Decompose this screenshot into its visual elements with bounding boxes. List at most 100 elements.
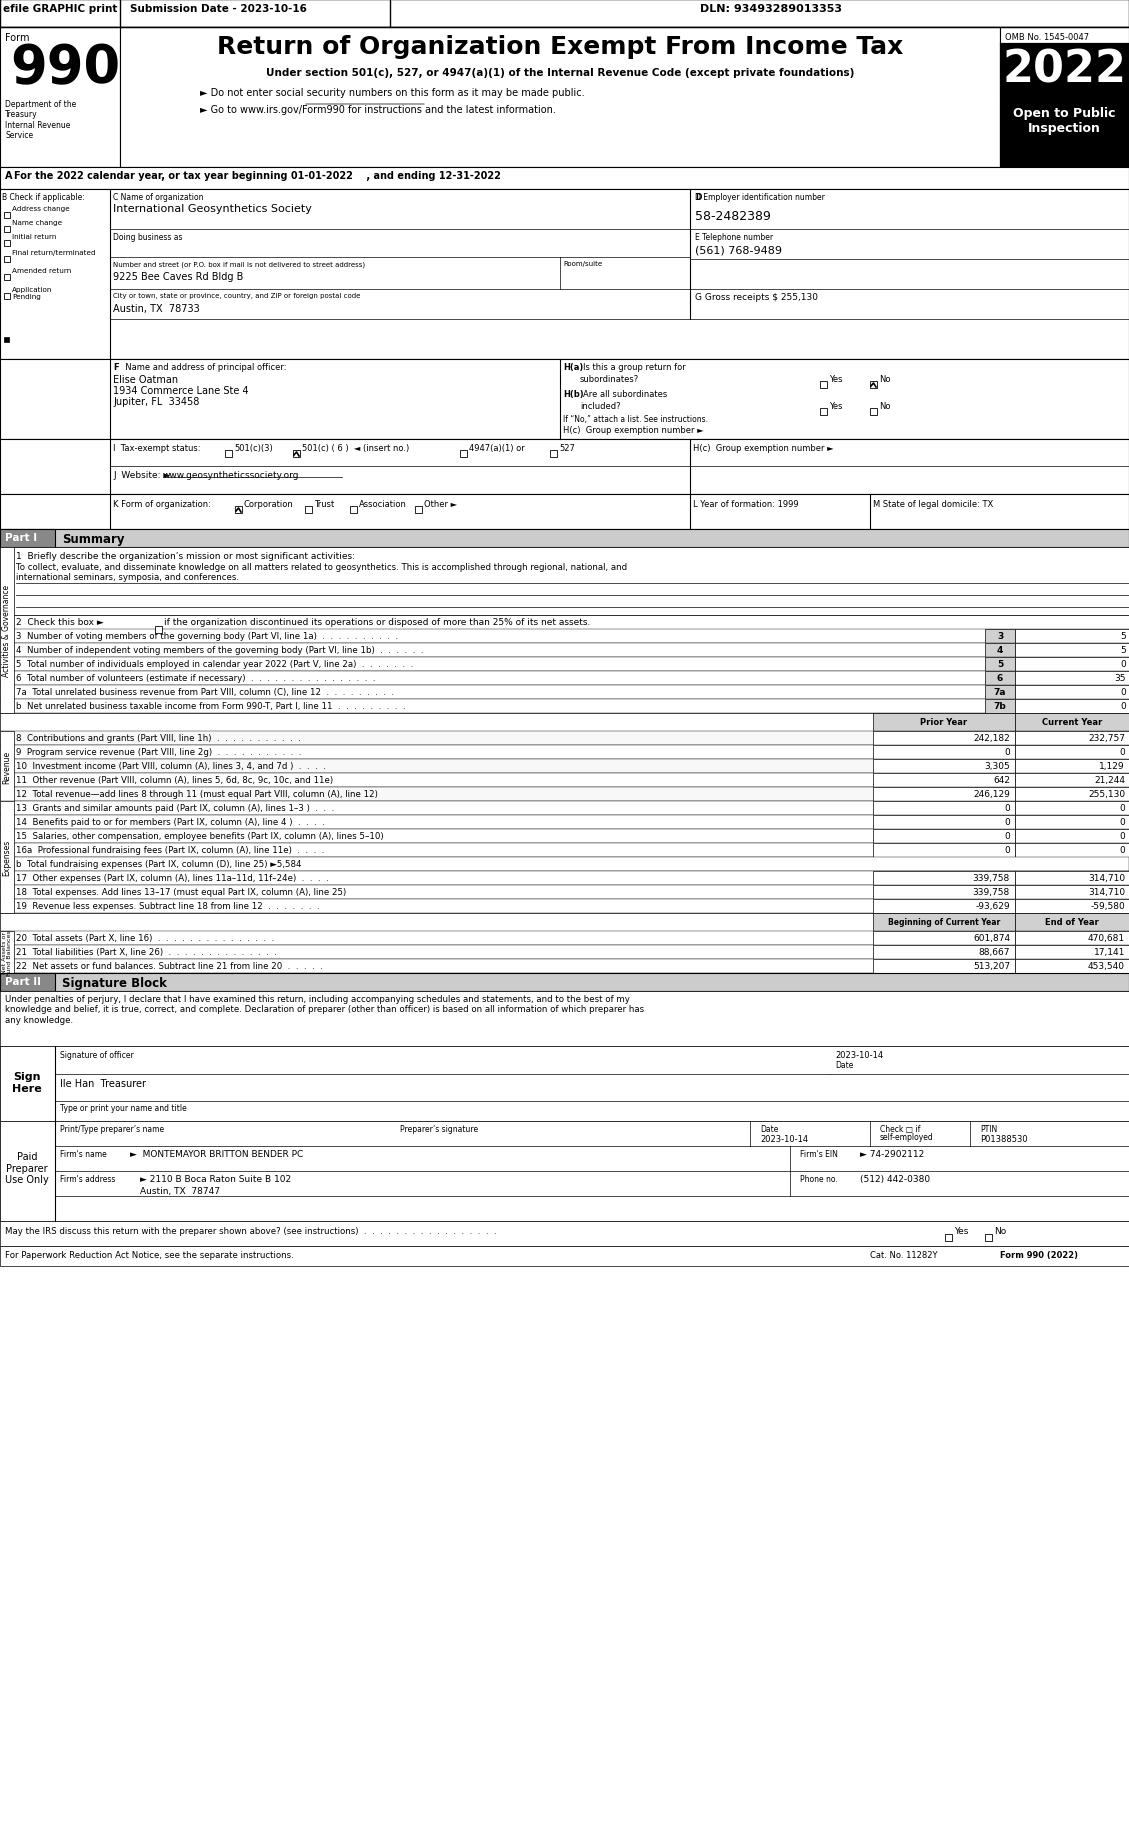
- Bar: [0, 615, 1129, 630]
- Bar: [0, 900, 1129, 913]
- Text: E Telephone number: E Telephone number: [695, 232, 773, 242]
- Text: 9225 Bee Caves Rd Bldg B: 9225 Bee Caves Rd Bldg B: [113, 273, 244, 282]
- Text: 990: 990: [10, 42, 120, 93]
- Bar: [0, 732, 1129, 745]
- Text: 513,207: 513,207: [973, 961, 1010, 970]
- Text: I  Tax-exempt status:: I Tax-exempt status:: [113, 443, 201, 452]
- Bar: [1015, 871, 1129, 886]
- Bar: [1000, 27, 1129, 168]
- Bar: [5, 339, 9, 342]
- Bar: [873, 913, 1015, 931]
- Bar: [1015, 787, 1129, 802]
- Text: (561) 768-9489: (561) 768-9489: [695, 245, 782, 254]
- Text: efile GRAPHIC print: efile GRAPHIC print: [3, 4, 117, 15]
- Bar: [0, 168, 1129, 190]
- Text: 11  Other revenue (Part VIII, column (A), lines 5, 6d, 8c, 9c, 10c, and 11e): 11 Other revenue (Part VIII, column (A),…: [16, 776, 333, 785]
- Bar: [873, 787, 1015, 802]
- Text: No: No: [994, 1226, 1006, 1235]
- Text: 6  Total number of volunteers (estimate if necessary)  .  .  .  .  .  .  .  .  .: 6 Total number of volunteers (estimate i…: [16, 673, 376, 683]
- Text: Net Assets or
Fund Balances: Net Assets or Fund Balances: [1, 930, 12, 975]
- Text: Phone no.: Phone no.: [800, 1175, 838, 1184]
- Bar: [0, 931, 1129, 946]
- Bar: [1015, 657, 1129, 672]
- Text: To collect, evaluate, and disseminate knowledge on all matters related to geosyn: To collect, evaluate, and disseminate kn…: [16, 562, 627, 571]
- Text: Doing business as: Doing business as: [113, 232, 183, 242]
- Text: 232,757: 232,757: [1088, 734, 1124, 743]
- Text: 314,710: 314,710: [1088, 888, 1124, 897]
- Text: 314,710: 314,710: [1088, 873, 1124, 882]
- Text: Name and address of principal officer:: Name and address of principal officer:: [120, 362, 287, 371]
- Bar: [1015, 844, 1129, 858]
- Text: 0: 0: [1119, 845, 1124, 855]
- Bar: [0, 829, 1129, 844]
- Text: 0: 0: [1120, 688, 1126, 697]
- Text: self-employed: self-employed: [879, 1133, 934, 1142]
- Text: Type or print your name and title: Type or print your name and title: [60, 1103, 186, 1113]
- Text: 6: 6: [997, 673, 1004, 683]
- Bar: [873, 931, 1015, 946]
- Bar: [0, 959, 1129, 974]
- Text: Elise Oatman: Elise Oatman: [113, 375, 178, 384]
- Text: No: No: [879, 403, 891, 410]
- Text: Expenses: Expenses: [2, 840, 11, 875]
- Text: -59,580: -59,580: [1091, 902, 1124, 911]
- Text: For the 2022 calendar year, or tax year beginning 01-01-2022    , and ending 12-: For the 2022 calendar year, or tax year …: [14, 170, 501, 181]
- Bar: [0, 774, 1129, 787]
- Bar: [1015, 732, 1129, 745]
- Text: Date: Date: [760, 1124, 778, 1133]
- Bar: [873, 759, 1015, 774]
- Bar: [870, 382, 877, 388]
- Bar: [0, 529, 1129, 547]
- Text: international seminars, symposia, and conferences.: international seminars, symposia, and co…: [16, 573, 239, 582]
- Text: Ile Han  Treasurer: Ile Han Treasurer: [60, 1078, 146, 1089]
- Text: Trust: Trust: [314, 500, 334, 509]
- Text: 0: 0: [1005, 803, 1010, 813]
- Text: 17  Other expenses (Part IX, column (A), lines 11a–11d, 11f–24e)  .  .  .  .: 17 Other expenses (Part IX, column (A), …: [16, 873, 329, 882]
- Text: 8  Contributions and grants (Part VIII, line 1h)  .  .  .  .  .  .  .  .  .  .  : 8 Contributions and grants (Part VIII, l…: [16, 734, 300, 743]
- Text: Is this a group return for: Is this a group return for: [583, 362, 685, 371]
- Text: subordinates?: subordinates?: [580, 375, 639, 384]
- Bar: [870, 408, 877, 415]
- Text: D: D: [695, 192, 701, 201]
- Bar: [873, 900, 1015, 913]
- Bar: [0, 630, 1129, 644]
- Text: 501(c) ( 6 )  ◄ (insert no.): 501(c) ( 6 ) ◄ (insert no.): [301, 443, 409, 452]
- Text: Yes: Yes: [954, 1226, 969, 1235]
- Text: B Check if applicable:: B Check if applicable:: [2, 192, 85, 201]
- Bar: [1015, 802, 1129, 816]
- Text: 5: 5: [1120, 646, 1126, 655]
- Text: May the IRS discuss this return with the preparer shown above? (see instructions: May the IRS discuss this return with the…: [5, 1226, 497, 1235]
- Bar: [1015, 931, 1129, 946]
- Text: Firm's name: Firm's name: [60, 1149, 107, 1158]
- Text: Austin, TX  78747: Austin, TX 78747: [140, 1186, 220, 1195]
- Text: H(c)  Group exemption number ►: H(c) Group exemption number ►: [693, 443, 833, 452]
- Text: 255,130: 255,130: [1088, 789, 1124, 798]
- Bar: [873, 946, 1015, 959]
- Bar: [0, 494, 1129, 529]
- Text: International Geosynthetics Society: International Geosynthetics Society: [113, 203, 312, 214]
- Bar: [120, 27, 1000, 168]
- Text: Preparer’s signature: Preparer’s signature: [400, 1124, 478, 1133]
- Text: 642: 642: [994, 776, 1010, 785]
- Bar: [0, 714, 1129, 732]
- Text: 88,667: 88,667: [979, 948, 1010, 957]
- Bar: [155, 626, 161, 633]
- Text: Address change: Address change: [12, 207, 70, 212]
- Bar: [873, 829, 1015, 844]
- Text: Check □ if: Check □ if: [879, 1124, 920, 1133]
- Text: (512) 442-0380: (512) 442-0380: [860, 1175, 930, 1184]
- Bar: [0, 644, 1129, 657]
- Text: 5: 5: [1120, 631, 1126, 640]
- Text: A: A: [5, 170, 12, 181]
- Bar: [984, 1233, 992, 1241]
- Bar: [873, 871, 1015, 886]
- Bar: [294, 450, 300, 458]
- Bar: [0, 974, 55, 992]
- Text: Firm's address: Firm's address: [60, 1175, 115, 1184]
- Text: -93,629: -93,629: [975, 902, 1010, 911]
- Text: Part I: Part I: [5, 533, 37, 544]
- Text: Firm's EIN: Firm's EIN: [800, 1149, 838, 1158]
- Bar: [0, 886, 1129, 900]
- Text: Association: Association: [359, 500, 406, 509]
- Bar: [0, 1047, 55, 1122]
